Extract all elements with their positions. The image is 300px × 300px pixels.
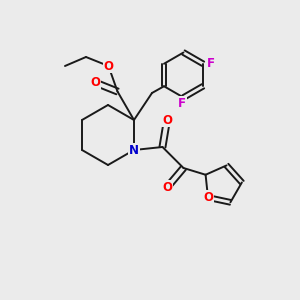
Text: F: F <box>207 57 215 70</box>
Text: O: O <box>162 113 172 127</box>
Text: O: O <box>90 76 100 89</box>
Text: O: O <box>162 181 172 194</box>
Text: O: O <box>203 191 213 204</box>
Text: F: F <box>178 97 186 110</box>
Text: N: N <box>129 143 139 157</box>
Text: O: O <box>103 59 113 73</box>
